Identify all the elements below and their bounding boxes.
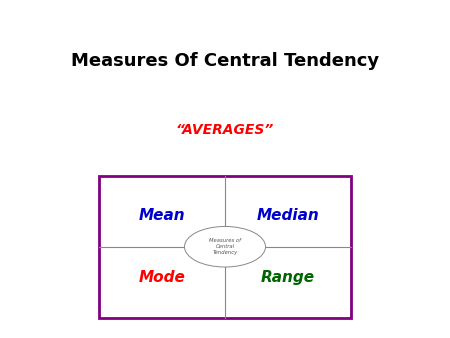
Text: Median: Median	[256, 208, 320, 223]
FancyBboxPatch shape	[99, 176, 351, 318]
Text: Measures of
Central
Tendency: Measures of Central Tendency	[209, 238, 241, 255]
Ellipse shape	[184, 226, 266, 267]
Text: Mean: Mean	[139, 208, 185, 223]
Text: Measures Of Central Tendency: Measures Of Central Tendency	[71, 52, 379, 70]
Text: Mode: Mode	[139, 270, 185, 286]
Text: Range: Range	[261, 270, 315, 286]
Text: “AVERAGES”: “AVERAGES”	[176, 123, 274, 137]
